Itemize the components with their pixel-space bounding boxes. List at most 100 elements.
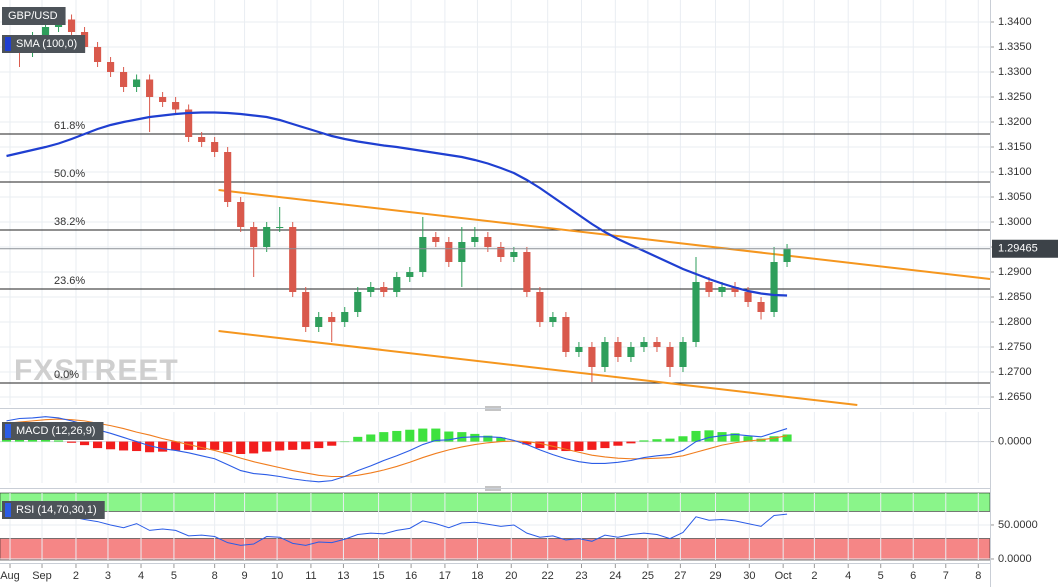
histogram-bar	[353, 436, 363, 442]
indicator-label: GBP/USD	[2, 7, 66, 25]
y-tick-label: 1.3350	[998, 41, 1032, 53]
histogram-bar	[340, 441, 350, 443]
x-tick-label: 24	[609, 570, 621, 582]
label-marker	[5, 503, 11, 517]
candle-body	[120, 72, 128, 87]
histogram-bar	[145, 441, 155, 453]
histogram-bar	[444, 431, 454, 442]
candle-body	[627, 347, 635, 357]
candle-body	[458, 242, 466, 262]
histogram-bar	[639, 440, 649, 442]
histogram-bar	[1, 439, 12, 442]
candle-body	[718, 287, 726, 292]
candle-body	[562, 317, 570, 352]
y-tick-label: 0.0000	[998, 553, 1032, 565]
histogram-bar	[236, 441, 246, 455]
y-tick-label: 1.2650	[998, 391, 1032, 403]
y-tick-label: 1.3150	[998, 141, 1032, 153]
x-tick-label: 27	[674, 570, 686, 582]
x-tick-label: 8	[212, 570, 218, 582]
histogram-bar	[379, 432, 389, 442]
label-background	[2, 501, 105, 519]
histogram-bar	[262, 441, 272, 452]
label-marker	[5, 37, 11, 51]
y-tick-label: 50.0000	[998, 519, 1038, 531]
y-tick-label: 1.2700	[998, 366, 1032, 378]
x-tick-label: 5	[878, 570, 884, 582]
x-tick-label: Aug	[0, 570, 20, 582]
histogram-bar	[665, 438, 675, 442]
candle-body	[679, 342, 687, 367]
x-tick-label: 30	[743, 570, 755, 582]
y-tick-label: 1.3400	[998, 16, 1032, 28]
histogram-bar	[132, 441, 142, 452]
histogram-bar	[366, 434, 376, 442]
fibonacci-label: 23.6%	[54, 275, 85, 287]
candle-body	[328, 317, 336, 322]
candle-body	[783, 249, 791, 262]
watermark: FXSTREET	[14, 354, 179, 387]
trendline	[218, 330, 858, 406]
x-tick-label: 3	[105, 570, 111, 582]
histogram-bar	[405, 429, 415, 442]
histogram-bar	[53, 440, 64, 442]
y-tick-label: 1.2800	[998, 316, 1032, 328]
y-tick-label: 1.3050	[998, 191, 1032, 203]
histogram-bar	[275, 441, 285, 451]
histogram-bar	[314, 441, 324, 449]
candle-body	[289, 227, 297, 292]
x-tick-label: Sep	[32, 570, 52, 582]
histogram-bar	[522, 441, 532, 445]
x-tick-label: 5	[171, 570, 177, 582]
candle-body	[146, 79, 154, 97]
candle-body	[549, 317, 557, 322]
candle-body	[211, 142, 219, 152]
fibonacci-label: 50.0%	[54, 168, 85, 180]
candle-body	[367, 287, 375, 292]
histogram-bar	[80, 441, 90, 446]
candle-body	[731, 287, 739, 292]
resize-handle[interactable]	[485, 406, 501, 411]
candle-body	[67, 19, 76, 32]
y-tick-label: 1.2750	[998, 341, 1032, 353]
candle-body	[757, 302, 765, 312]
candle-body	[224, 152, 232, 202]
x-tick-label: 16	[405, 570, 417, 582]
histogram-bar	[743, 436, 753, 442]
label-background	[2, 422, 104, 440]
candle-body	[432, 237, 440, 242]
candle-body	[380, 287, 388, 292]
candle-body	[419, 237, 427, 272]
x-tick-label: 4	[138, 570, 144, 582]
fibonacci-label: 0.0%	[54, 369, 79, 381]
histogram-bar	[197, 441, 207, 450]
indicator-label: RSI (14,70,30,1)	[2, 501, 105, 519]
x-tick-label: 11	[305, 570, 316, 582]
candle-body	[640, 342, 648, 347]
candle-body	[588, 347, 596, 367]
histogram-bar	[535, 441, 545, 449]
x-tick-label: 15	[372, 570, 384, 582]
label-marker	[5, 424, 11, 438]
resize-handle[interactable]	[485, 486, 501, 491]
candle-body	[471, 237, 479, 242]
histogram-bar	[483, 435, 493, 442]
x-tick-label: 9	[242, 570, 248, 582]
histogram-bar	[106, 441, 116, 450]
candle-body	[497, 247, 505, 257]
candle-body	[315, 317, 323, 327]
histogram-bar	[431, 428, 441, 442]
oversold-zone	[0, 538, 991, 561]
y-tick-label: 1.3000	[998, 216, 1032, 228]
x-tick-label: 25	[642, 570, 654, 582]
histogram-bar	[769, 436, 779, 442]
histogram-bar	[158, 441, 168, 452]
histogram-bar	[301, 441, 311, 450]
x-tick-label: 7	[943, 570, 949, 582]
candle-body	[93, 47, 102, 62]
fibonacci-label: 38.2%	[54, 216, 85, 228]
indicator-title: RSI (14,70,30,1)	[16, 504, 97, 516]
histogram-bar	[327, 441, 337, 446]
